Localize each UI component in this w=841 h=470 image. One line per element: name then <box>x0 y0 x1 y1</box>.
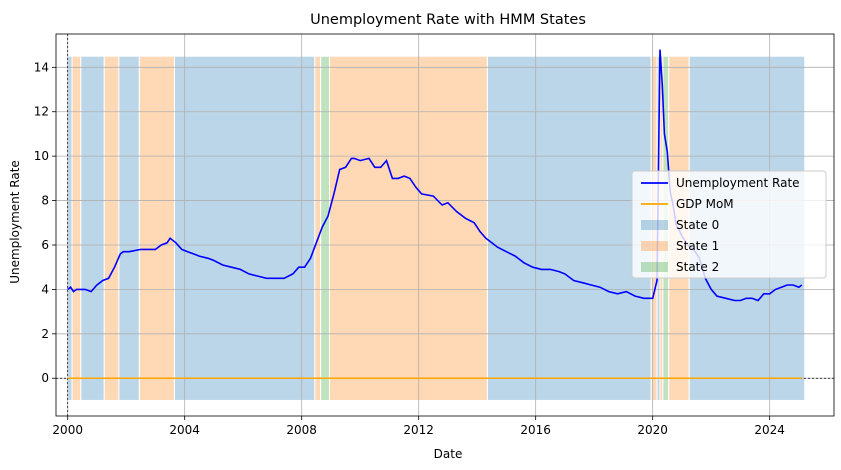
y-tick-label: 14 <box>34 60 49 74</box>
x-axis: 2000 2004 2008 2012 2016 2020 2024 <box>52 416 785 437</box>
state-span-1 <box>314 55 322 401</box>
state-span-1 <box>103 55 120 401</box>
legend-label: GDP MoM <box>676 197 734 211</box>
legend-box <box>631 170 827 279</box>
state-span-0 <box>80 55 105 401</box>
grid <box>56 34 834 416</box>
legend-swatch-patch <box>641 220 668 230</box>
chart-title: Unemployment Rate with HMM States <box>310 12 586 28</box>
y-axis: 0 2 4 6 8 10 12 14 <box>34 60 56 385</box>
y-tick-label: 8 <box>41 194 49 208</box>
y-tick-label: 6 <box>41 238 49 252</box>
y-tick-label: 12 <box>34 105 49 119</box>
state-span-0 <box>118 55 140 401</box>
x-tick-label: 2024 <box>754 423 785 437</box>
x-tick-label: 2012 <box>403 423 434 437</box>
state-span-0 <box>67 55 73 401</box>
legend-swatch-patch <box>641 262 668 272</box>
legend-label: Unemployment Rate <box>676 176 800 190</box>
x-tick-label: 2008 <box>286 423 317 437</box>
state-span-0 <box>486 55 652 401</box>
x-tick-label: 2016 <box>520 423 551 437</box>
legend-swatch-patch <box>641 241 668 251</box>
y-tick-label: 2 <box>41 327 49 341</box>
x-tick-label: 2000 <box>52 423 83 437</box>
plot-frame <box>55 33 835 417</box>
legend-label: State 0 <box>676 218 719 232</box>
x-tick-label: 2004 <box>169 423 200 437</box>
legend-label: State 2 <box>676 260 719 274</box>
state-span-1 <box>138 55 175 401</box>
plot-border <box>55 33 835 417</box>
y-tick-label: 10 <box>34 149 49 163</box>
y-tick-label: 0 <box>41 371 49 385</box>
state-span-1 <box>71 55 82 401</box>
legend-label: State 1 <box>676 239 719 253</box>
x-tick-label: 2020 <box>637 423 668 437</box>
x-axis-label: Date <box>434 447 463 461</box>
legend: Unemployment Rate GDP MoM State 0 State 1 St… <box>631 170 827 279</box>
y-tick-label: 4 <box>41 282 49 296</box>
state-span-0 <box>173 55 316 401</box>
y-axis-label: Unemployment Rate <box>8 160 22 284</box>
state-span-1 <box>328 55 488 401</box>
